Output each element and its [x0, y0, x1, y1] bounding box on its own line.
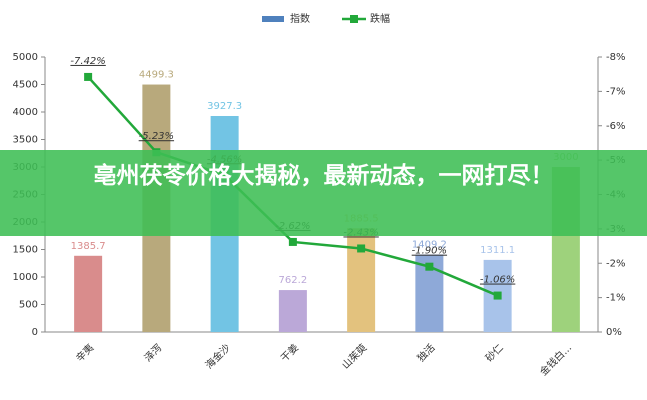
line-value-label: -7.42% — [70, 56, 105, 67]
y-tick-label: 3500 — [13, 135, 38, 146]
bar — [74, 255, 103, 332]
line-marker — [288, 237, 297, 246]
bar-value-label: 1385.7 — [71, 241, 106, 252]
bar-value-label: 1409.2 — [412, 239, 447, 250]
x-tick-label: 泽泻 — [141, 341, 164, 364]
y-tick-label: 4500 — [13, 80, 38, 91]
y2-tick-label: -2% — [606, 258, 625, 269]
y2-tick-label: -6% — [606, 121, 625, 132]
x-tick-label: 金钱白... — [537, 341, 574, 378]
legend-swatch — [350, 15, 358, 23]
y2-tick-label: -7% — [606, 86, 625, 97]
bar-value-label: 3927.3 — [207, 101, 242, 112]
y-tick-label: 500 — [19, 300, 38, 311]
legend-swatch — [262, 16, 284, 22]
y-tick-label: 4000 — [13, 107, 38, 118]
bar-value-label: 1311.1 — [480, 245, 515, 256]
x-tick-label: 山茱萸 — [340, 342, 370, 372]
y-tick-label: 1000 — [13, 272, 38, 283]
legend-label: 跌幅 — [370, 12, 390, 25]
x-tick-label: 海金沙 — [202, 341, 232, 371]
y2-tick-label: 0% — [606, 327, 622, 338]
y-tick-label: 1500 — [13, 245, 38, 256]
bar-value-label: 762.2 — [279, 275, 308, 286]
line-value-label: -1.06% — [480, 275, 515, 286]
x-tick-label: 砂仁 — [483, 341, 506, 364]
y-tick-label: 5000 — [13, 52, 38, 63]
line-marker — [425, 262, 434, 271]
bar — [278, 290, 307, 332]
line-marker — [357, 244, 366, 253]
x-tick-label: 独活 — [414, 341, 437, 364]
x-tick-label: 干姜 — [278, 341, 301, 364]
y2-tick-label: -8% — [606, 52, 625, 63]
banner-title: 亳州茯苓价格大揭秘，最新动态，一网打尽！ — [0, 150, 647, 236]
bar-value-label: 4499.3 — [139, 70, 174, 81]
line-value-label: -5.23% — [139, 131, 174, 142]
legend-label: 指数 — [290, 12, 310, 25]
y2-tick-label: -1% — [606, 293, 625, 304]
line-marker — [84, 72, 93, 81]
x-tick-label: 辛夷 — [73, 341, 96, 364]
line-marker — [493, 291, 502, 300]
y-tick-label: 0 — [32, 327, 38, 338]
line-value-label: -1.90% — [412, 246, 447, 257]
bar — [347, 228, 376, 332]
